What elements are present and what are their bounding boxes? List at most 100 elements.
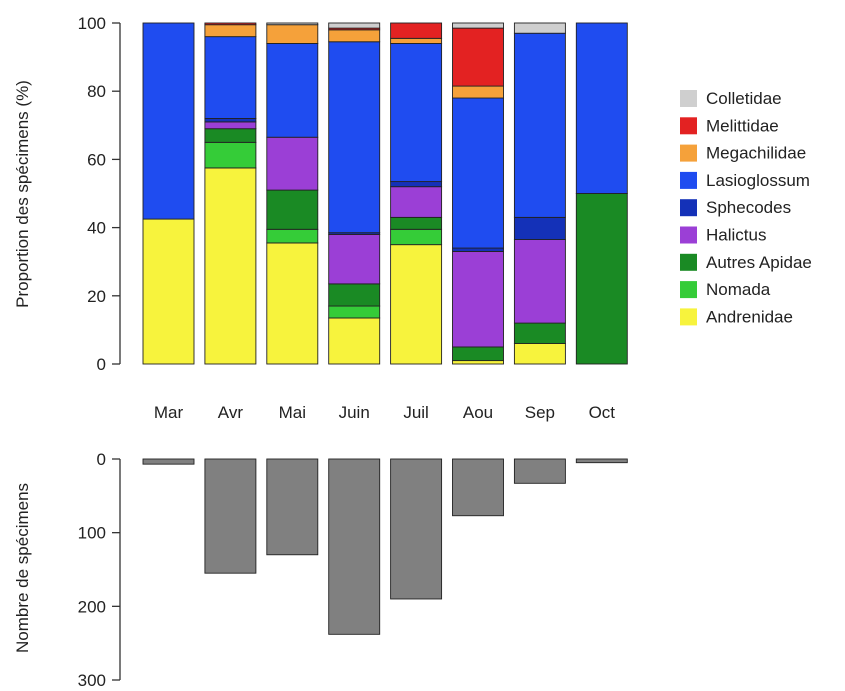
legend-swatch bbox=[680, 308, 697, 326]
bar-segment-andrenidae bbox=[266, 242, 319, 365]
bottom-tick-label: 0 bbox=[97, 450, 106, 469]
bar-segment-autres-apidae bbox=[266, 189, 319, 230]
bar-segment-lasioglossum bbox=[266, 43, 319, 138]
count-bar bbox=[266, 458, 319, 556]
bar-segment-melittidae bbox=[390, 22, 443, 39]
bar-segment-nomada bbox=[204, 141, 257, 169]
count-bar bbox=[390, 458, 443, 600]
bar-segment-halictus bbox=[452, 251, 504, 348]
bar-segment-halictus bbox=[390, 186, 443, 218]
bar-segment-lasioglossum bbox=[328, 41, 381, 234]
legend-swatch bbox=[680, 226, 697, 244]
bar-segment-andrenidae bbox=[204, 167, 257, 365]
count-bar bbox=[452, 458, 504, 517]
legend-label: Colletidae bbox=[706, 89, 782, 108]
bar-segment-lasioglossum bbox=[575, 22, 628, 194]
month-label: Mai bbox=[279, 403, 306, 422]
legend-label: Megachilidae bbox=[706, 144, 806, 163]
count-bar bbox=[328, 458, 381, 635]
month-label: Oct bbox=[589, 403, 616, 422]
top-tick-label: 80 bbox=[87, 82, 106, 101]
legend-label: Lasioglossum bbox=[706, 171, 810, 190]
bottom-tick-label: 300 bbox=[78, 671, 106, 690]
top-y-axis-label: Proportion des spécimens (%) bbox=[13, 80, 32, 308]
legend-swatch bbox=[680, 117, 697, 135]
bar-segment-nomada bbox=[266, 228, 319, 244]
legend-swatch bbox=[680, 144, 697, 162]
legend-label: Nomada bbox=[706, 280, 771, 299]
legend-swatch bbox=[680, 281, 697, 299]
bar-segment-nomada bbox=[328, 305, 381, 319]
bar-segment-lasioglossum bbox=[513, 32, 566, 218]
bar-segment-halictus bbox=[513, 239, 566, 324]
bar-segment-lasioglossum bbox=[204, 36, 257, 119]
count-bar bbox=[575, 458, 628, 464]
bar-segment-colletidae bbox=[452, 22, 504, 29]
bar-segment-megachilidae bbox=[328, 29, 381, 43]
legend-label: Halictus bbox=[706, 226, 766, 245]
bottom-y-axis: 0 100 200 300 bbox=[78, 450, 121, 690]
top-tick-label: 100 bbox=[78, 14, 106, 33]
bar-segment-lasioglossum bbox=[452, 97, 504, 249]
bar-segment-andrenidae bbox=[328, 317, 381, 365]
legend-swatch bbox=[680, 199, 697, 217]
count-bar bbox=[142, 458, 195, 465]
bottom-count-bars bbox=[142, 458, 628, 635]
top-tick-label: 60 bbox=[87, 150, 106, 169]
bar-segment-lasioglossum bbox=[142, 22, 195, 220]
month-label: Avr bbox=[218, 403, 244, 422]
bar-segment-autres-apidae bbox=[513, 322, 566, 344]
legend-swatch bbox=[680, 253, 697, 271]
bar-segment-colletidae bbox=[266, 22, 319, 26]
bar-segment-megachilidae bbox=[204, 24, 257, 38]
bar-segment-sphecodes bbox=[390, 181, 443, 188]
bar-segment-sphecodes bbox=[452, 247, 504, 252]
bottom-tick-label: 100 bbox=[78, 524, 106, 543]
legend-label: Melittidae bbox=[706, 116, 779, 135]
month-label: Juil bbox=[403, 403, 429, 422]
top-tick-label: 40 bbox=[87, 219, 106, 238]
bar-segment-sphecodes bbox=[513, 216, 566, 240]
bar-segment-autres-apidae bbox=[575, 193, 628, 365]
month-label: Aou bbox=[463, 403, 493, 422]
legend-label: Andrenidae bbox=[706, 307, 793, 326]
bar-segment-andrenidae bbox=[390, 244, 443, 365]
legend: Colletidae Melittidae Megachilidae Lasioglo… bbox=[680, 89, 812, 326]
count-bar bbox=[204, 458, 257, 574]
bar-segment-nomada bbox=[390, 228, 443, 246]
legend-label: Autres Apidae bbox=[706, 253, 812, 272]
bar-segment-autres-apidae bbox=[452, 346, 504, 362]
bar-segment-autres-apidae bbox=[204, 128, 257, 143]
bar-segment-melittidae bbox=[204, 22, 257, 26]
month-label: Sep bbox=[525, 403, 555, 422]
bar-segment-andrenidae bbox=[513, 343, 566, 365]
bar-segment-colletidae bbox=[513, 22, 566, 34]
month-label: Juin bbox=[339, 403, 370, 422]
bar-segment-halictus bbox=[266, 136, 319, 191]
top-tick-label: 0 bbox=[97, 355, 106, 374]
bar-segment-lasioglossum bbox=[390, 43, 443, 183]
top-stacked-bars bbox=[142, 22, 628, 365]
bar-segment-melittidae bbox=[452, 27, 504, 87]
bar-segment-andrenidae bbox=[452, 360, 504, 365]
bar-segment-megachilidae bbox=[266, 24, 319, 44]
month-label: Mar bbox=[154, 403, 184, 422]
count-bar bbox=[513, 458, 566, 484]
top-tick-label: 20 bbox=[87, 287, 106, 306]
bar-segment-autres-apidae bbox=[328, 283, 381, 307]
bar-segment-megachilidae bbox=[390, 37, 443, 44]
legend-swatch bbox=[680, 171, 697, 189]
bar-segment-halictus bbox=[328, 233, 381, 285]
bar-segment-halictus bbox=[204, 121, 257, 130]
bar-segment-megachilidae bbox=[452, 85, 504, 99]
top-y-axis: 0 20 40 60 80 100 bbox=[78, 14, 121, 374]
bar-segment-colletidae bbox=[328, 22, 381, 29]
bar-segment-autres-apidae bbox=[390, 216, 443, 230]
month-labels: Mar Avr Mai Juin Juil Aou Sep Oct bbox=[154, 403, 615, 422]
bottom-y-axis-label: Nombre de spécimens bbox=[13, 483, 32, 653]
legend-swatch bbox=[680, 90, 697, 107]
bar-segment-sphecodes bbox=[204, 118, 257, 123]
bar-segment-andrenidae bbox=[142, 218, 195, 365]
legend-label: Sphecodes bbox=[706, 198, 791, 217]
